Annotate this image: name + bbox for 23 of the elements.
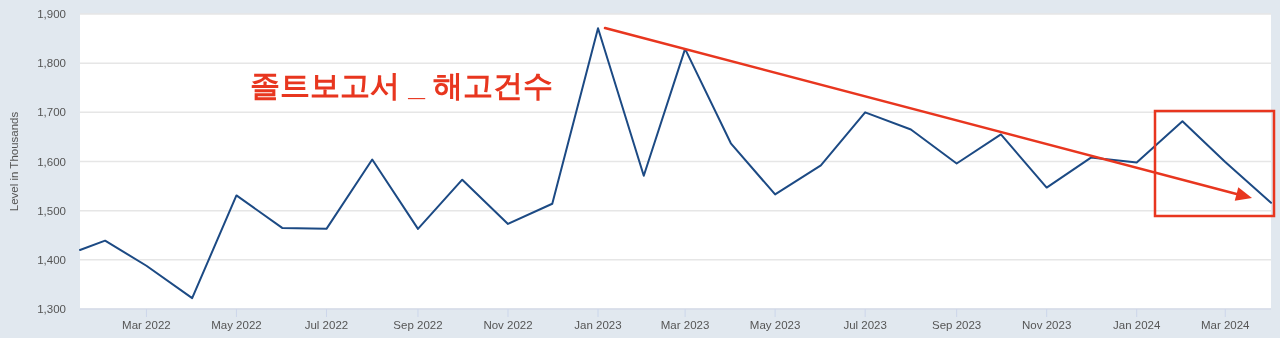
x-tick-label: Sep 2023: [932, 319, 982, 331]
x-tick-label: Nov 2023: [1022, 319, 1072, 331]
y-tick-label: 1,400: [37, 253, 66, 266]
line-series: [79, 27, 1272, 300]
y-axis-title: Level in Thousands: [8, 111, 20, 212]
x-tick-label: May 2023: [749, 319, 801, 331]
x-tick-label: Nov 2022: [483, 319, 533, 331]
x-tick-label: Jan 2024: [1113, 319, 1161, 331]
x-tick-label: May 2022: [211, 319, 262, 331]
annotation: 졸트보고서 _ 해고건수: [250, 68, 554, 102]
x-tick-label: Mar 2022: [122, 319, 171, 331]
x-tick-label: Mar 2024: [1200, 319, 1251, 331]
x-tick-label: Mar 2023: [660, 319, 710, 331]
y-tick-label: 1,500: [37, 204, 66, 217]
y-tick-label: 1,900: [37, 8, 66, 20]
x-tick-label: Sep 2022: [393, 319, 443, 331]
y-tick-label: 1,600: [37, 155, 66, 168]
y-tick-label: 1,300: [37, 303, 66, 315]
y-tick-label: 1,800: [37, 57, 66, 70]
x-tick-label: Jul 2022: [304, 319, 349, 331]
y-tick-label: 1,700: [37, 106, 66, 119]
x-tick-label: Jan 2023: [574, 319, 622, 331]
x-tick-label: Jul 2023: [843, 319, 887, 331]
